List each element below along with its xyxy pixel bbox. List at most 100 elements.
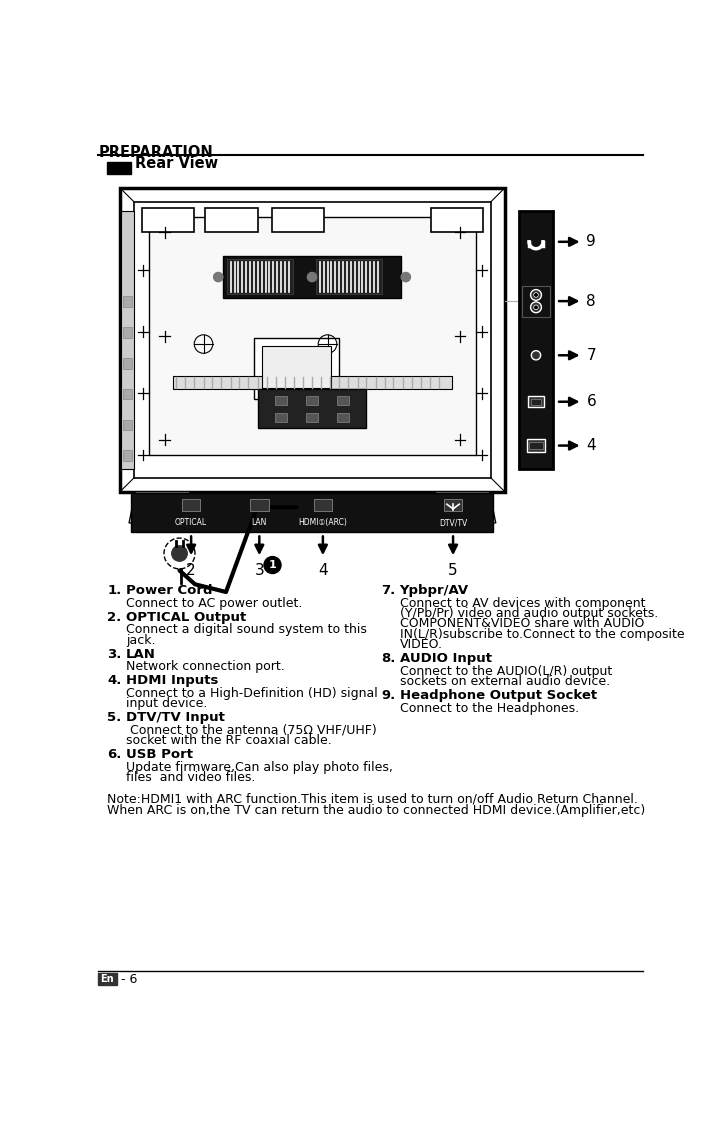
Text: Connect to the AUDIO(L/R) output: Connect to the AUDIO(L/R) output — [400, 665, 612, 678]
Circle shape — [307, 273, 317, 282]
Text: Network connection port.: Network connection port. — [126, 661, 285, 673]
Text: files  and video files.: files and video files. — [126, 771, 255, 784]
Text: LAN: LAN — [252, 518, 267, 527]
Text: When ARC is on,the TV can return the audio to connected HDMI device.(Amplifier,e: When ARC is on,the TV can return the aud… — [108, 803, 646, 817]
Bar — [123, 389, 132, 399]
Circle shape — [531, 350, 541, 359]
Text: OPTICAL: OPTICAL — [175, 518, 208, 527]
Text: Connect to the Headphones.: Connect to the Headphones. — [400, 702, 578, 714]
Bar — [275, 413, 287, 422]
Text: 5: 5 — [448, 563, 458, 577]
Text: IN(L/R)subscribe to.Connect to the composite: IN(L/R)subscribe to.Connect to the compo… — [400, 628, 684, 641]
Polygon shape — [432, 492, 496, 531]
Text: 3.: 3. — [108, 648, 121, 661]
Bar — [306, 413, 318, 422]
Text: USB Port: USB Port — [126, 748, 193, 761]
Text: Update firmware,Can also play photo files,: Update firmware,Can also play photo file… — [126, 761, 393, 774]
Bar — [123, 451, 132, 461]
Text: COMPONENT&VIDEO share with AUDIO: COMPONENT&VIDEO share with AUDIO — [400, 617, 644, 630]
Bar — [272, 208, 325, 233]
Bar — [181, 499, 200, 511]
Bar — [314, 499, 332, 511]
Bar — [531, 398, 542, 405]
Circle shape — [526, 232, 546, 252]
Bar — [173, 375, 453, 389]
Bar — [121, 211, 134, 469]
Bar — [306, 396, 318, 405]
Circle shape — [534, 305, 539, 309]
Text: socket with the RF coaxial cable.: socket with the RF coaxial cable. — [126, 734, 332, 747]
Text: AUDIO Input: AUDIO Input — [400, 653, 492, 665]
Text: Connect to AV devices with component: Connect to AV devices with component — [400, 597, 645, 609]
Text: Connect a digital sound system to this: Connect a digital sound system to this — [126, 623, 367, 637]
Circle shape — [264, 557, 281, 574]
Bar — [275, 396, 287, 405]
Circle shape — [531, 302, 542, 313]
Text: 6: 6 — [586, 395, 596, 410]
Bar — [108, 162, 131, 173]
Text: 9.: 9. — [381, 689, 395, 703]
Bar — [529, 396, 544, 407]
Bar — [134, 202, 491, 478]
Polygon shape — [129, 492, 194, 531]
Bar — [337, 413, 349, 422]
Bar — [223, 256, 401, 298]
Bar — [142, 208, 194, 233]
Bar — [123, 358, 132, 369]
Bar — [258, 389, 367, 428]
Bar — [337, 396, 349, 405]
Text: 4: 4 — [586, 438, 596, 453]
Text: jack.: jack. — [126, 633, 155, 647]
Circle shape — [213, 273, 223, 282]
Bar — [262, 346, 331, 388]
Bar — [98, 973, 116, 985]
Text: 1.: 1. — [108, 584, 121, 597]
Text: Headphone Output Socket: Headphone Output Socket — [400, 689, 596, 703]
Text: 7: 7 — [586, 348, 596, 363]
Circle shape — [172, 545, 187, 561]
Bar — [149, 217, 476, 455]
Text: 6.: 6. — [108, 748, 121, 761]
Text: 4.: 4. — [108, 674, 121, 687]
Text: HDMI Inputs: HDMI Inputs — [126, 674, 218, 687]
Text: - 6: - 6 — [121, 973, 138, 986]
Text: input device.: input device. — [126, 697, 208, 710]
Bar — [526, 439, 545, 452]
Text: Connect to a High-Definition (HD) signal: Connect to a High-Definition (HD) signal — [126, 687, 378, 699]
Bar — [205, 208, 258, 233]
Text: 3: 3 — [254, 563, 264, 577]
Text: Rear View: Rear View — [135, 156, 218, 171]
Circle shape — [531, 290, 542, 300]
Text: Connect to AC power outlet.: Connect to AC power outlet. — [126, 597, 302, 609]
Text: 2.: 2. — [108, 610, 121, 624]
Bar — [123, 327, 132, 338]
Text: OPTICAL Output: OPTICAL Output — [126, 610, 247, 624]
Text: 8.: 8. — [381, 653, 395, 665]
Bar — [132, 493, 493, 532]
Text: DTV/TV Input: DTV/TV Input — [126, 711, 225, 725]
Bar — [123, 420, 132, 430]
Circle shape — [534, 292, 539, 298]
Bar — [522, 285, 550, 316]
Circle shape — [401, 273, 411, 282]
Text: 2: 2 — [187, 563, 196, 577]
Text: VIDEO.: VIDEO. — [400, 638, 442, 652]
Bar — [254, 338, 339, 399]
Bar — [529, 442, 543, 450]
Bar — [120, 188, 505, 492]
Text: Note:HDMI1 with ARC function.This item is used to turn on/off Audio Return Chann: Note:HDMI1 with ARC function.This item i… — [108, 793, 638, 806]
Text: DTV/TV: DTV/TV — [439, 518, 467, 527]
Text: HDMI①(ARC): HDMI①(ARC) — [299, 518, 347, 527]
Text: 7.: 7. — [381, 584, 395, 597]
Bar — [519, 211, 553, 469]
Bar — [227, 259, 293, 294]
Bar — [316, 259, 382, 294]
Text: 8: 8 — [586, 293, 596, 308]
Text: 5.: 5. — [108, 711, 121, 725]
Text: Connect to the antenna (75Ω VHF/UHF): Connect to the antenna (75Ω VHF/UHF) — [126, 723, 377, 737]
Text: Power Cord: Power Cord — [126, 584, 213, 597]
Text: LAN: LAN — [126, 648, 156, 661]
Bar — [444, 499, 463, 511]
Text: 4: 4 — [318, 563, 328, 577]
Text: Ypbpr/AV: Ypbpr/AV — [400, 584, 469, 597]
